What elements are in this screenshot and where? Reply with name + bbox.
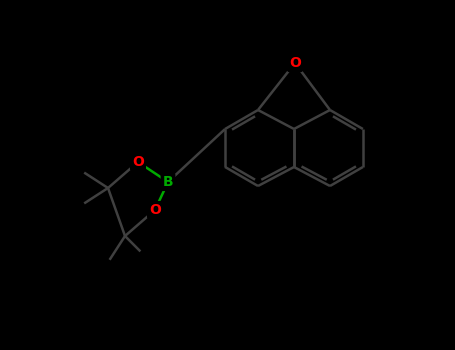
Text: O: O <box>132 155 144 169</box>
Text: B: B <box>163 175 173 189</box>
Text: O: O <box>289 56 301 70</box>
Text: O: O <box>149 203 161 217</box>
